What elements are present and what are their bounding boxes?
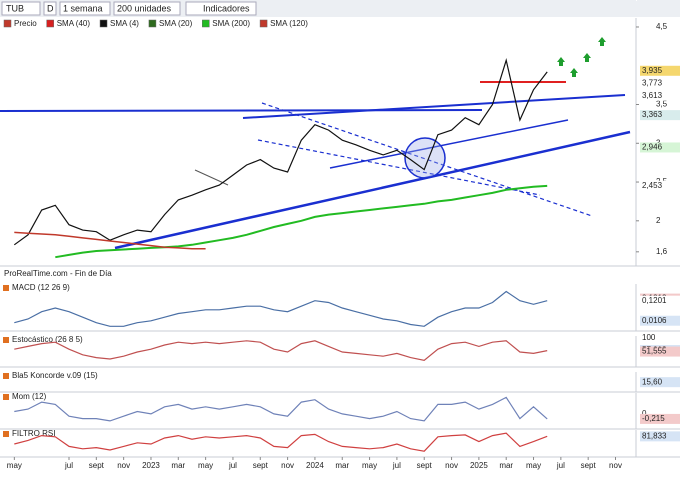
x-tick-label: 2023 [142, 461, 160, 470]
value-tag [640, 413, 680, 424]
x-tick-label: mar [171, 461, 185, 470]
legend-label: SMA (40) [57, 19, 91, 28]
value-tag [640, 315, 680, 326]
symbol[interactable]: TUB [6, 3, 24, 13]
value-tag-label: 0,0106 [642, 316, 667, 325]
x-tick-label: may [198, 461, 213, 470]
value-tag-label: 3,363 [642, 110, 663, 119]
legend-swatch [3, 19, 12, 28]
mode-box[interactable] [43, 1, 57, 16]
value-tag [640, 295, 680, 306]
indicators[interactable]: Indicadores [203, 3, 250, 13]
x-tick-label: sept [89, 461, 105, 470]
legend-swatch [148, 19, 157, 28]
x-tick-label: mar [335, 461, 349, 470]
value-tag [640, 65, 680, 76]
x-tick-label: sept [417, 461, 433, 470]
value-tag [640, 142, 680, 153]
panel-title: Mom (12) [12, 392, 47, 401]
value-tag-label: 3,613 [642, 91, 663, 100]
value-tag [640, 346, 680, 357]
legend-swatch [259, 19, 268, 28]
panel-title: FILTRO RSI [12, 429, 55, 438]
panel-title-swatch [3, 394, 9, 400]
spacer [636, 0, 637, 1]
value-tag-label: 81,833 [642, 431, 667, 440]
x-tick-label: jul [556, 461, 565, 470]
legend-label: SMA (200) [212, 19, 250, 28]
value-tag-label: 15,60 [642, 377, 663, 386]
source-note: ProRealTime.com - Fin de Día [4, 269, 112, 278]
value-tag [640, 431, 680, 442]
value-tag [640, 408, 680, 419]
value-tag [640, 377, 680, 388]
x-tick-label: may [526, 461, 541, 470]
value-tag-label: 3,935 [642, 66, 663, 75]
x-tick-label: nov [445, 461, 458, 470]
panel-title-swatch [3, 431, 9, 437]
indicators-box[interactable] [185, 1, 257, 16]
y-tick-label: 3,5 [656, 100, 668, 109]
value-tag [640, 78, 680, 89]
legend: Precio SMA (40) SMA (4) SMA (20) SMA (200) SM… [3, 19, 308, 28]
series-line [13, 57, 548, 246]
series-line [14, 231, 206, 250]
value-tag-label: 100 [642, 333, 656, 342]
legend-swatch [202, 19, 210, 28]
x-tick-label: may [7, 461, 22, 470]
y-tick-label: 4,5 [656, 22, 668, 31]
period[interactable]: 1 semana [63, 3, 103, 13]
value-tag-label: -0,215 [642, 414, 665, 423]
legend-label: SMA (4) [110, 19, 139, 28]
series-line [14, 340, 548, 362]
x-tick-label: mar [499, 461, 513, 470]
series-line [14, 396, 548, 422]
value-tag-label: 51,555 [642, 347, 667, 356]
legend-label: SMA (120) [270, 19, 308, 28]
x-tick-label: 2025 [470, 461, 488, 470]
x-tick-label: may [362, 461, 377, 470]
x-tick-label: jul [228, 461, 237, 470]
panel-title: MACD (12 26 9) [12, 283, 70, 292]
value-tag-label: 2,946 [642, 143, 663, 152]
period-box[interactable] [59, 1, 111, 16]
y-tick-label: 2 [656, 216, 661, 225]
x-tick-label: nov [281, 461, 294, 470]
x-tick-label: sept [253, 461, 269, 470]
series-line [14, 432, 548, 452]
x-tick-label: jul [64, 461, 73, 470]
legend-swatch [46, 19, 54, 28]
mode[interactable]: D [47, 3, 54, 13]
value-tag-label: 2,453 [642, 181, 663, 190]
panel-title-swatch [3, 337, 9, 343]
value-tag [640, 90, 680, 101]
panel-title-swatch [3, 285, 9, 291]
x-tick-label: 2024 [306, 461, 324, 470]
series-line [55, 184, 548, 259]
units[interactable]: 200 unidades [117, 3, 172, 13]
legend-label: Precio [14, 19, 37, 28]
x-tick-label: nov [117, 461, 130, 470]
x-tick-label: nov [609, 461, 622, 470]
value-tag-label: 0,1201 [642, 296, 667, 305]
value-tag [640, 110, 680, 121]
symbol-box[interactable] [1, 1, 41, 16]
value-tag [640, 180, 680, 191]
x-tick-label: sept [581, 461, 597, 470]
panel-title: Bla5 Koncorde v.09 (15) [12, 371, 98, 380]
value-tag [640, 333, 680, 343]
panel-title: Estocástico (26 8 5) [12, 335, 83, 344]
panel-title-swatch [3, 373, 9, 379]
series-line [14, 290, 548, 327]
drawings [0, 37, 631, 250]
x-tick-label: jul [392, 461, 401, 470]
value-tag-label: 0 [642, 409, 647, 418]
y-tick-label: 1,6 [656, 247, 668, 256]
legend-swatch [99, 19, 108, 28]
value-tag-label: 3,773 [642, 78, 663, 87]
legend-label: SMA (20) [159, 19, 193, 28]
units-box[interactable] [113, 1, 181, 16]
